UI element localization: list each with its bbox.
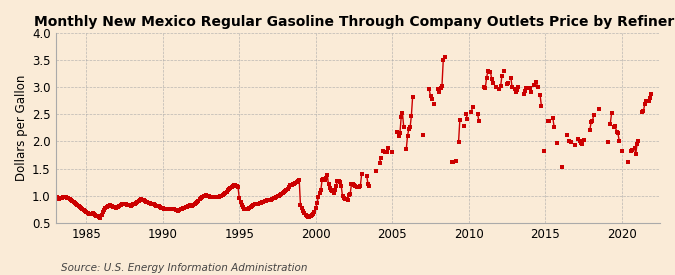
- Title: Monthly New Mexico Regular Gasoline Through Company Outlets Price by Refiners: Monthly New Mexico Regular Gasoline Thro…: [34, 15, 675, 29]
- Y-axis label: Dollars per Gallon: Dollars per Gallon: [15, 75, 28, 181]
- Text: Source: U.S. Energy Information Administration: Source: U.S. Energy Information Administ…: [61, 263, 307, 273]
